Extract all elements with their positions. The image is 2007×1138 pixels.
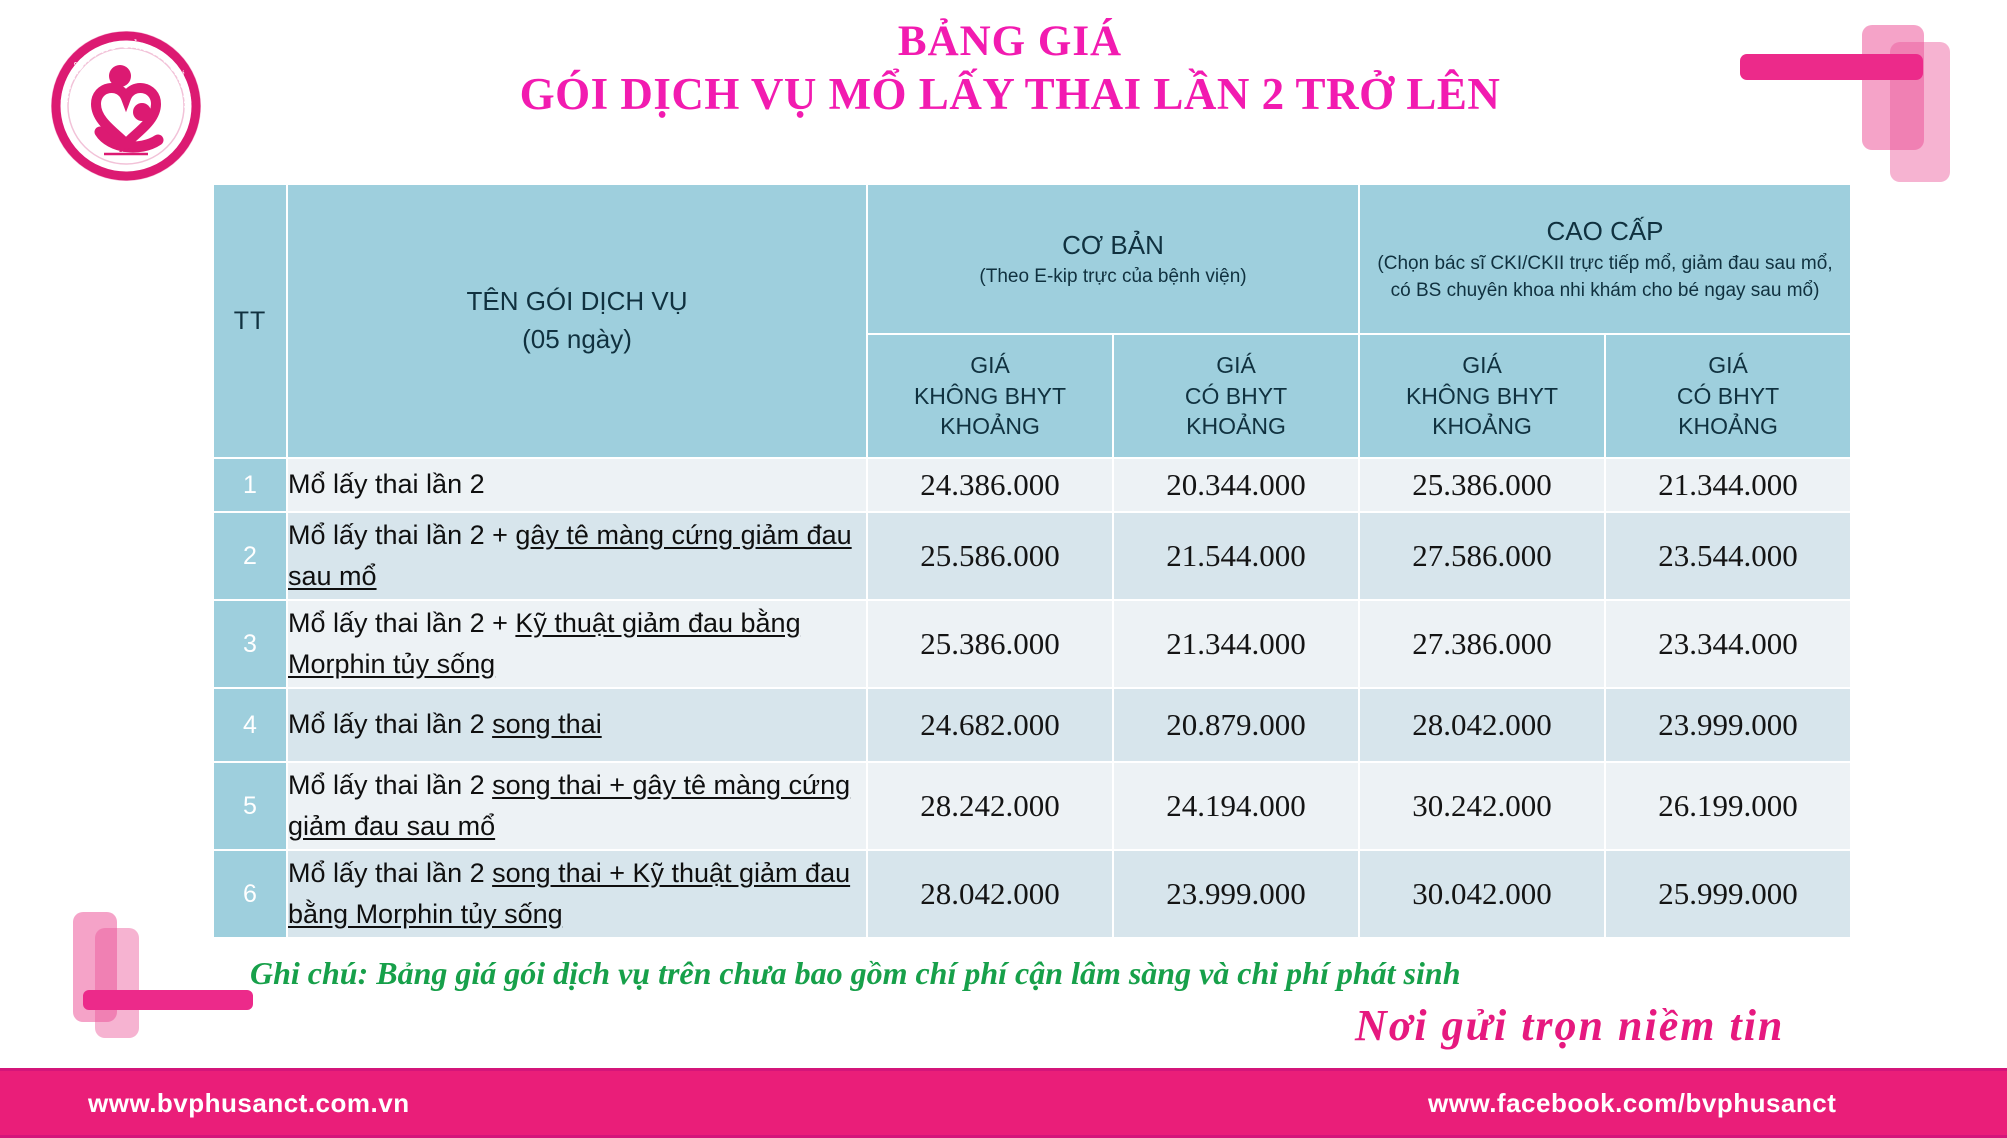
table-header-row-1: TT TÊN GÓI DỊCH VỤ (05 ngày) CƠ BẢN (The… — [214, 185, 1851, 457]
price-cell-premium-no-bhyt: 28.042.000 — [1360, 689, 1605, 761]
price-cell-basic-no-bhyt: 24.682.000 — [868, 689, 1112, 761]
row-index-cell: 3 — [214, 601, 286, 687]
sub-l1: GIÁ — [1216, 352, 1256, 379]
service-name-underlined: Kỹ thuật giảm đau bằng Morphin tủy sống — [288, 607, 801, 679]
table-row: 4 Mổ lấy thai lần 2 song thai 24.682.000 20… — [214, 689, 1851, 761]
row-index-cell: 6 — [214, 851, 286, 937]
price-cell-basic-bhyt: 24.194.000 — [1114, 763, 1359, 849]
table-row: 3 Mổ lấy thai lần 2 + Kỹ thuật giảm đau b… — [214, 601, 1851, 687]
slogan-text: Nơi gửi trọn niềm tin — [1355, 1001, 1785, 1050]
table-header-row-2: GIÁ KHÔNG BHYT KHOẢNG GIÁ CÓ BHYT KHOẢNG… — [214, 335, 1851, 457]
row-index-cell: 4 — [214, 689, 286, 761]
price-cell-basic-bhyt: 20.344.000 — [1114, 459, 1359, 511]
row-index-cell: 5 — [214, 763, 286, 849]
header-tt: TT — [214, 185, 286, 457]
price-cell-basic-no-bhyt: 28.042.000 — [868, 851, 1112, 937]
sub-l1: GIÁ — [1708, 352, 1748, 379]
service-name-cell: Mổ lấy thai lần 2 song thai — [288, 689, 866, 761]
deco-bar — [1740, 54, 1923, 80]
service-name-underlined: song thai + Kỹ thuật giảm đau bằng Morph… — [288, 857, 851, 929]
title-line-1: BẢNG GIÁ — [897, 18, 1123, 65]
service-name-cell: Mổ lấy thai lần 2 + gây tê màng cứng giả… — [288, 513, 866, 599]
price-cell-premium-bhyt: 23.544.000 — [1606, 513, 1851, 599]
deco-rect-2 — [95, 928, 139, 1038]
header-group-basic-sub: (Theo E-kip trực của bệnh viện) — [979, 266, 1247, 288]
header-group-premium-sub: (Chọn bác sĩ CKI/CKII trực tiếp mổ, giảm… — [1377, 252, 1833, 302]
deco-rect-1 — [1862, 25, 1924, 150]
logo-year: 1978 — [119, 147, 134, 154]
header-premium-no-bhyt: GIÁ KHÔNG BHYT KHOẢNG — [1360, 335, 1605, 457]
header-basic-bhyt: GIÁ CÓ BHYT KHOẢNG — [1114, 335, 1359, 457]
price-cell-premium-bhyt: 23.999.000 — [1606, 689, 1851, 761]
header-group-basic-title: CƠ BẢN — [1062, 230, 1164, 261]
sub-l3: KHOẢNG — [1678, 413, 1778, 440]
table-row: 5 Mổ lấy thai lần 2 song thai + gây tê mà… — [214, 763, 1851, 849]
row-index-cell: 1 — [214, 459, 286, 511]
sub-l2: CÓ BHYT — [1676, 382, 1780, 409]
sub-l2: CÓ BHYT — [1184, 382, 1288, 409]
sub-l3: KHOẢNG — [940, 413, 1040, 440]
price-cell-premium-bhyt: 21.344.000 — [1606, 459, 1851, 511]
price-cell-premium-bhyt: 23.344.000 — [1606, 601, 1851, 687]
row-index-cell: 2 — [214, 513, 286, 599]
deco-bar — [83, 990, 253, 1010]
service-name-plain: Mổ lấy thai lần 2 — [288, 769, 493, 800]
sub-l3: KHOẢNG — [1186, 413, 1286, 440]
price-cell-basic-bhyt: 20.879.000 — [1114, 689, 1359, 761]
price-cell-premium-no-bhyt: 27.386.000 — [1360, 601, 1605, 687]
header-basic-no-bhyt: GIÁ KHÔNG BHYT KHOẢNG — [868, 335, 1112, 457]
facebook-link[interactable]: www.facebook.com/bvphusanct — [1428, 1088, 1837, 1118]
header-premium-bhyt: GIÁ CÓ BHYT KHOẢNG — [1606, 335, 1851, 457]
price-cell-basic-bhyt: 21.544.000 — [1114, 513, 1359, 599]
sub-l1: GIÁ — [970, 352, 1010, 379]
sub-l2: KHÔNG BHYT — [1405, 382, 1559, 409]
table-row: 1 Mổ lấy thai lần 2 24.386.000 20.344.000 25… — [214, 459, 1851, 511]
header-service-name: TÊN GÓI DỊCH VỤ (05 ngày) — [288, 185, 866, 457]
decorative-shape-bottom-left — [35, 900, 305, 1080]
service-name-underlined: song thai — [492, 709, 602, 740]
price-table: TT TÊN GÓI DỊCH VỤ (05 ngày) CƠ BẢN (The… — [212, 183, 1852, 939]
service-name-plain: Mổ lấy thai lần 2 + — [288, 519, 516, 550]
price-cell-basic-no-bhyt: 25.386.000 — [868, 601, 1112, 687]
sub-l3: KHOẢNG — [1432, 413, 1532, 440]
price-cell-basic-bhyt: 21.344.000 — [1114, 601, 1359, 687]
header-group-basic: CƠ BẢN (Theo E-kip trực của bệnh viện) — [868, 185, 1359, 333]
price-cell-premium-no-bhyt: 27.586.000 — [1360, 513, 1605, 599]
price-cell-premium-no-bhyt: 25.386.000 — [1360, 459, 1605, 511]
service-name-cell: Mổ lấy thai lần 2 song thai + gây tê màn… — [288, 763, 866, 849]
table-row: 2 Mổ lấy thai lần 2 + gây tê màng cứng gi… — [214, 513, 1851, 599]
service-name-plain: Mổ lấy thai lần 2 — [288, 709, 493, 740]
service-name-underlined: song thai + gây tê màng cứng giảm đau sa… — [288, 769, 851, 841]
service-name-underlined: gây tê màng cứng giảm đau sau mổ — [288, 519, 852, 591]
service-name-cell: Mổ lấy thai lần 2 song thai + Kỹ thuật g… — [288, 851, 866, 937]
service-name-cell: Mổ lấy thai lần 2 + Kỹ thuật giảm đau bằ… — [288, 601, 866, 687]
header-group-premium: CAO CẤP (Chọn bác sĩ CKI/CKII trực tiếp … — [1360, 185, 1851, 333]
service-name-plain: Mổ lấy thai lần 2 + — [288, 607, 516, 638]
price-cell-basic-no-bhyt: 24.386.000 — [868, 459, 1112, 511]
service-name-cell: Mổ lấy thai lần 2 — [288, 459, 866, 511]
price-cell-basic-no-bhyt: 28.242.000 — [868, 763, 1112, 849]
sub-l2: KHÔNG BHYT — [913, 382, 1067, 409]
header-service-name-line1: TÊN GÓI DỊCH VỤ — [466, 286, 688, 317]
price-cell-premium-no-bhyt: 30.042.000 — [1360, 851, 1605, 937]
website-link[interactable]: www.bvphusanct.com.vn — [88, 1088, 410, 1118]
price-cell-basic-no-bhyt: 25.586.000 — [868, 513, 1112, 599]
header-service-name-line2: (05 ngày) — [522, 324, 632, 354]
price-cell-premium-no-bhyt: 30.242.000 — [1360, 763, 1605, 849]
service-name-plain: Mổ lấy thai lần 2 — [288, 857, 493, 888]
price-cell-basic-bhyt: 23.999.000 — [1114, 851, 1359, 937]
sub-l1: GIÁ — [1462, 352, 1502, 379]
header-group-premium-title: CAO CẤP — [1546, 216, 1664, 247]
footer-bar: www.bvphusanct.com.vn www.facebook.com/b… — [0, 1068, 2007, 1138]
page-title: BẢNG GIÁ GÓI DỊCH VỤ MỔ LẤY THAI LẦN 2 T… — [260, 20, 1760, 121]
price-note: Ghi chú: Bảng giá gói dịch vụ trên chưa … — [250, 955, 1461, 991]
hospital-logo-icon: BỆNH VIỆN PHỤ SẢN TP. CẦN THƠ CAN THO GY… — [48, 28, 204, 184]
price-cell-premium-bhyt: 26.199.000 — [1606, 763, 1851, 849]
service-name-plain: Mổ lấy thai lần 2 — [288, 469, 485, 500]
table-row: 6 Mổ lấy thai lần 2 song thai + Kỹ thuật … — [214, 851, 1851, 937]
title-line-2: GÓI DỊCH VỤ MỔ LẤY THAI LẦN 2 TRỞ LÊN — [519, 69, 1501, 119]
decorative-shape-top-right — [1740, 0, 2000, 182]
price-cell-premium-bhyt: 25.999.000 — [1606, 851, 1851, 937]
